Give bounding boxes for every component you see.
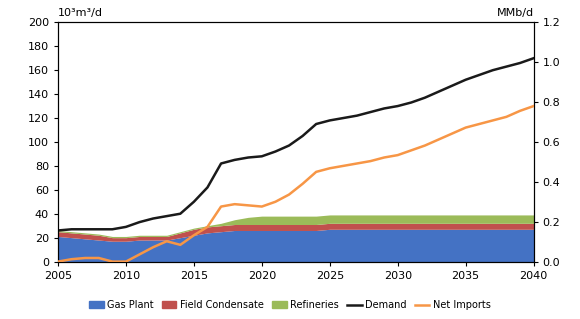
Text: 10³m³/d: 10³m³/d [58,8,103,18]
Legend: Gas Plant, Field Condensate, Refineries, Demand, Net Imports: Gas Plant, Field Condensate, Refineries,… [85,296,495,314]
Text: MMb/d: MMb/d [496,8,534,18]
